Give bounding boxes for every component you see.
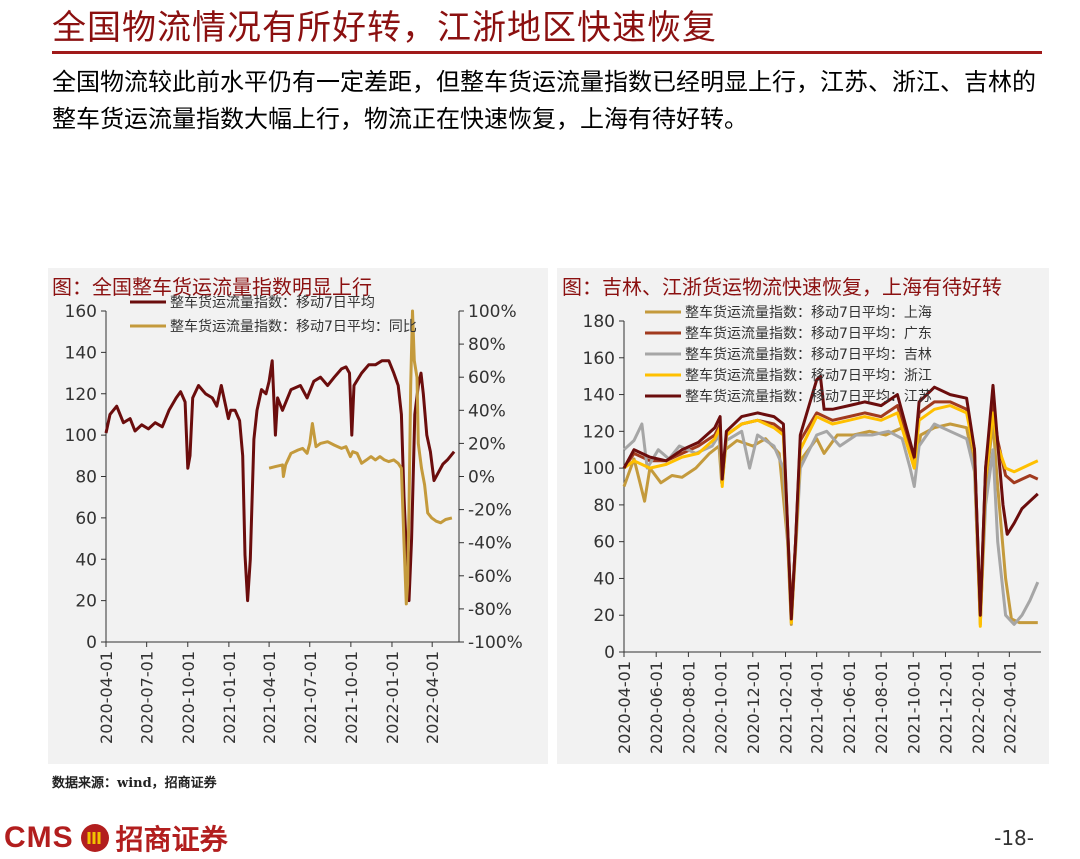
x-tick-label: 2020-10-01	[179, 651, 198, 744]
y-tick-label-left: 120	[65, 385, 97, 405]
x-tick-label: 2021-10-01	[342, 651, 361, 744]
x-tick-label: 2020-07-01	[138, 651, 157, 744]
x-tick-label: 2022-01-01	[383, 651, 402, 744]
y-tick-label-right: 100%	[468, 302, 517, 322]
chart-left: 0 20 40 60 80 100 120 140 160 -100% -80% -60% -40% -2…	[65, 294, 523, 744]
y-tick-label-left: 140	[65, 343, 97, 363]
y-tick-label-left: 180	[583, 312, 615, 332]
x-tick-label: 2021-07-01	[301, 651, 320, 744]
chart-title-right: 图：吉林、江浙货运物流快速恢复，上海有待好转	[562, 275, 1002, 299]
y-tick-label-left: 60	[75, 509, 97, 529]
chart-title-left: 图：全国整车货运流量指数明显上行	[52, 275, 372, 299]
cms-logo: CMS 招商证券	[4, 818, 228, 858]
x-tick-label: 2020-06-01	[647, 661, 666, 754]
series-line	[623, 404, 1039, 628]
legend-label: 整车货运流量指数：移动7日平均：吉林	[685, 346, 932, 363]
y-tick-label-left: 160	[65, 302, 97, 322]
y-tick-label-right: -100%	[468, 633, 523, 653]
x-tick-label: 2021-02-01	[777, 661, 796, 754]
x-tick-label: 2020-04-01	[615, 661, 634, 754]
y-tick-label-left: 140	[583, 386, 615, 406]
legend-label: 整车货运流量指数：移动7日平均：广东	[685, 325, 932, 342]
y-tick-label-left: 160	[583, 349, 615, 369]
legend-label: 整车货运流量指数：移动7日平均	[170, 294, 375, 311]
y-tick-label-right: 0%	[468, 468, 495, 488]
series-line	[268, 309, 453, 606]
y-tick-label-right: -40%	[468, 534, 512, 554]
chart-panel-left	[48, 268, 548, 764]
x-tick-label: 2021-08-01	[872, 661, 891, 754]
y-tick-label-right: 40%	[468, 401, 506, 421]
series-line	[104, 359, 456, 603]
logo-text: CMS	[4, 821, 74, 854]
summary-text: 全国物流较此前水平仍有一定差距，但整车货运流量指数已经明显上行，江苏、浙江、吉林…	[52, 68, 1036, 133]
legend-label: 整车货运流量指数：移动7日平均：同比	[170, 318, 417, 335]
slide-title: 全国物流情况有所好转，江浙地区快速恢复	[52, 8, 717, 48]
y-tick-label-left: 80	[593, 496, 615, 516]
x-tick-label: 2020-08-01	[679, 661, 698, 754]
legend-label: 整车货运流量指数：移动7日平均：上海	[685, 304, 932, 321]
title-divider	[52, 51, 1042, 54]
y-tick-label-left: 20	[75, 592, 97, 612]
chart-right: 0 20 40 60 80 100 120 140 160 180 2020-04-01 2020-0…	[583, 304, 1041, 754]
x-tick-label: 2022-02-01	[969, 661, 988, 754]
logo-emblem-icon	[80, 824, 109, 852]
logo-cn-text: 招商证券	[115, 823, 228, 856]
y-tick-label-left: 0	[86, 633, 97, 653]
chart-panel-right	[557, 268, 1049, 764]
legend-label: 整车货运流量指数：移动7日平均：江苏	[685, 388, 932, 405]
source-note: 数据来源：wind，招商证券	[52, 776, 217, 791]
x-tick-label: 2021-04-01	[260, 651, 279, 744]
series-line	[622, 374, 1039, 621]
y-tick-label-left: 100	[65, 426, 97, 446]
y-tick-label-right: 80%	[468, 335, 506, 355]
y-tick-label-left: 60	[593, 533, 615, 553]
x-tick-label: 2021-10-01	[904, 661, 923, 754]
y-tick-label-left: 40	[593, 569, 615, 589]
page-number: -18-	[994, 826, 1034, 850]
x-tick-label: 2022-04-01	[1000, 661, 1019, 754]
x-tick-label: 2021-06-01	[840, 661, 859, 754]
x-tick-label: 2020-04-01	[97, 651, 116, 744]
x-tick-label: 2021-01-01	[220, 651, 239, 744]
legend-label: 整车货运流量指数：移动7日平均：浙江	[685, 367, 932, 384]
y-tick-label-left: 20	[593, 606, 615, 626]
x-tick-label: 2021-12-01	[936, 661, 955, 754]
x-tick-label: 2020-12-01	[744, 661, 763, 754]
y-tick-label-left: 100	[583, 459, 615, 479]
x-tick-label: 2021-04-01	[808, 661, 827, 754]
y-tick-label-left: 40	[75, 550, 97, 570]
x-tick-label: 2020-10-01	[712, 661, 731, 754]
y-tick-label-right: 20%	[468, 434, 506, 454]
y-tick-label-left: 0	[604, 643, 615, 663]
y-tick-label-left: 120	[583, 422, 615, 442]
y-tick-label-right: -80%	[468, 600, 512, 620]
x-tick-label: 2022-04-01	[423, 651, 442, 744]
y-tick-label-left: 80	[75, 468, 97, 488]
y-tick-label-right: 60%	[468, 368, 506, 388]
y-tick-label-right: -60%	[468, 567, 512, 587]
y-tick-label-right: -20%	[468, 501, 512, 521]
